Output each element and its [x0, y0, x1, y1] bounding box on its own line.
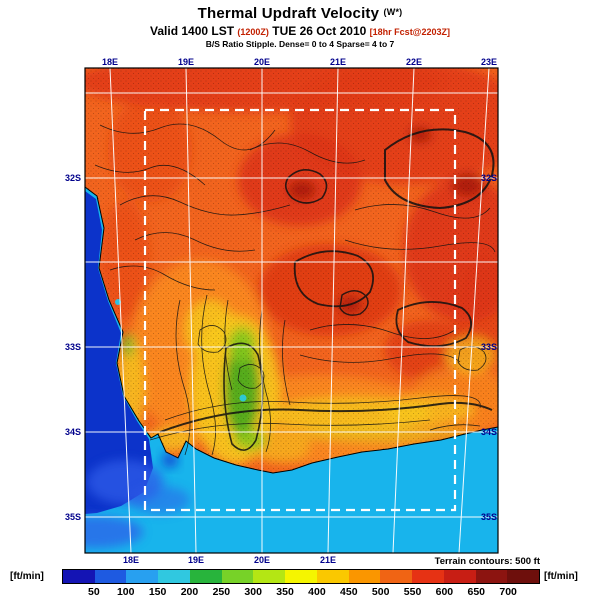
colorbar-tick: 600	[435, 586, 454, 598]
colorbar-tick: 300	[244, 586, 262, 598]
chart-title-suffix: (W*)	[383, 7, 403, 17]
graticule	[85, 68, 498, 553]
colorbar-tick: 500	[371, 586, 390, 598]
lon-label-top: 20E	[253, 57, 271, 67]
colorbar-segment	[221, 570, 254, 583]
colorbar-tick: 400	[308, 586, 326, 598]
colorbar	[62, 569, 540, 584]
stipple-note: B/S Ratio Stipple. Dense= 0 to 4 Sparse=…	[205, 39, 395, 49]
colorbar-segment	[285, 570, 317, 583]
lon-label-bottom: 19E	[187, 555, 205, 565]
terrain-contours	[94, 123, 496, 456]
map-frame	[84, 67, 499, 554]
colorbar-segment	[348, 570, 381, 583]
colorbar-segment	[380, 570, 413, 583]
lon-label-bottom: 18E	[122, 555, 140, 565]
colorbar-tick: 350	[276, 586, 294, 598]
page-title: Thermal Updraft Velocity (W*)	[0, 5, 600, 22]
lon-label-bottom: 20E	[253, 555, 271, 565]
colorbar-segment	[126, 570, 159, 583]
lon-label-top: 23E	[480, 57, 498, 67]
lat-label-right: 33S	[480, 342, 498, 352]
unit-label-right: [ft/min]	[544, 571, 578, 582]
colorbar-segment	[158, 570, 190, 583]
lat-label-left: 33S	[64, 342, 82, 352]
lat-label-left: 34S	[64, 427, 82, 437]
colorbar-segment	[189, 570, 222, 583]
colorbar-segment	[94, 570, 127, 583]
ocean-west-coldstrip	[85, 191, 153, 514]
valid-line: Valid 1400 LST (1200Z) TUE 26 Oct 2010 […	[0, 24, 600, 38]
colorbar-tick: 100	[116, 586, 135, 598]
inner-domain-box	[143, 108, 457, 512]
colorbar-tick: 650	[467, 586, 486, 598]
colorbar-segment	[475, 570, 508, 583]
colorbar-segment	[443, 570, 476, 583]
terrain-contours-note: Terrain contours: 500 ft	[434, 556, 540, 567]
colorbar-tick: 200	[180, 586, 199, 598]
colorbar-tick: 450	[340, 586, 358, 598]
valley-speck	[239, 394, 247, 402]
colorbar-tick-labels: 50 100 150 200 250 300 350 400 450 500 550 600 650 70…	[62, 586, 540, 600]
unit-label-left: [ft/min]	[10, 571, 44, 582]
colorbar-segment	[253, 570, 286, 583]
forecast-tag: [18hr Fcst@2203Z]	[369, 27, 450, 37]
lagoon-speck	[115, 299, 121, 305]
chart-title: Thermal Updraft Velocity	[197, 5, 380, 22]
valid-date: TUE 26 Oct 2010	[272, 24, 367, 38]
lon-label-top: 19E	[177, 57, 195, 67]
valid-prefix: Valid 1400 LST	[150, 24, 235, 38]
colorbar-segment	[316, 570, 349, 583]
lon-label-top: 21E	[329, 57, 347, 67]
colorbar-tick: 50	[88, 586, 100, 598]
lon-label-top: 18E	[101, 57, 119, 67]
colorbar-segment	[412, 570, 444, 583]
lat-label-right: 32S	[480, 173, 498, 183]
lat-label-left: 32S	[64, 173, 82, 183]
lat-label-right: 34S	[480, 427, 498, 437]
lat-label-right: 35S	[480, 512, 498, 522]
valid-zulu: (1200Z)	[237, 27, 269, 37]
lon-label-bottom: 21E	[319, 555, 337, 565]
lon-label-top: 22E	[405, 57, 423, 67]
colorbar-tick: 550	[403, 586, 422, 598]
colorbar-segment	[63, 570, 95, 583]
colorbar-segment	[507, 570, 540, 583]
lat-label-left: 35S	[64, 512, 82, 522]
colorbar-tick: 700	[499, 586, 517, 598]
colorbar-tick: 250	[212, 586, 231, 598]
colorbar-tick: 150	[148, 586, 167, 598]
